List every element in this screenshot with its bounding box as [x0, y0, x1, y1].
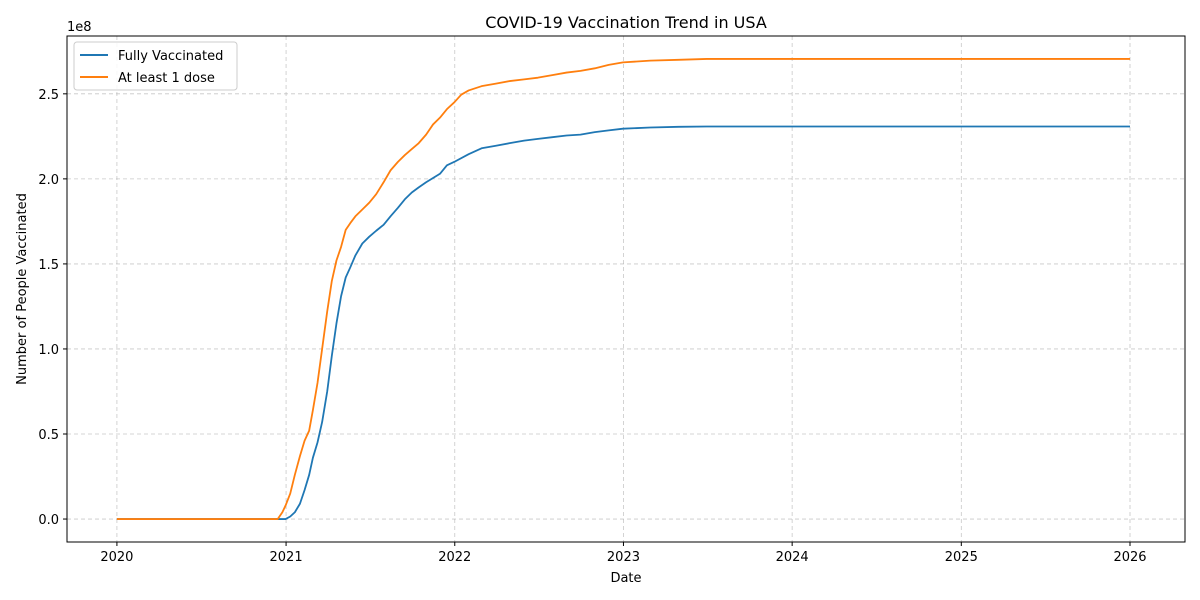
- x-axis-title: Date: [610, 571, 641, 586]
- legend: Fully Vaccinated At least 1 dose: [73, 41, 238, 91]
- y-axis-title: Number of People Vaccinated: [15, 193, 30, 385]
- y-tick-label: 0.5: [38, 428, 59, 443]
- x-tick-label: 2022: [438, 550, 471, 565]
- y-tick-label: 2.0: [38, 173, 59, 188]
- legend-label-at-least-1-dose: At least 1 dose: [118, 71, 215, 86]
- series-line-at-least-1-dose: [116, 58, 1130, 520]
- x-tick-label: 2020: [100, 550, 133, 565]
- y-offset-label: 1e8: [67, 20, 92, 35]
- y-tick-label: 1.0: [38, 343, 59, 358]
- x-tick-label: 2021: [270, 550, 303, 565]
- series-line-fully-vaccinated: [116, 125, 1130, 520]
- y-tick-label: 1.5: [38, 258, 59, 273]
- axes-layer: 2020 2021 2022 2023 2024 2025 2026 0.0 0.5 1.0 1.5…: [38, 35, 1186, 565]
- chart-title: COVID-19 Vaccination Trend in USA: [485, 13, 767, 32]
- series-layer: [116, 58, 1130, 520]
- plot-frame: [66, 35, 1186, 543]
- x-tick-label: 2026: [1113, 550, 1146, 565]
- grid-layer: [67, 36, 1185, 542]
- x-tick-label: 2025: [945, 550, 978, 565]
- x-tick-label: 2023: [607, 550, 640, 565]
- y-tick-label: 2.5: [38, 88, 59, 103]
- y-tick-label: 0.0: [38, 513, 59, 528]
- legend-frame: [73, 41, 238, 91]
- legend-label-fully-vaccinated: Fully Vaccinated: [118, 49, 223, 64]
- x-tick-label: 2024: [776, 550, 809, 565]
